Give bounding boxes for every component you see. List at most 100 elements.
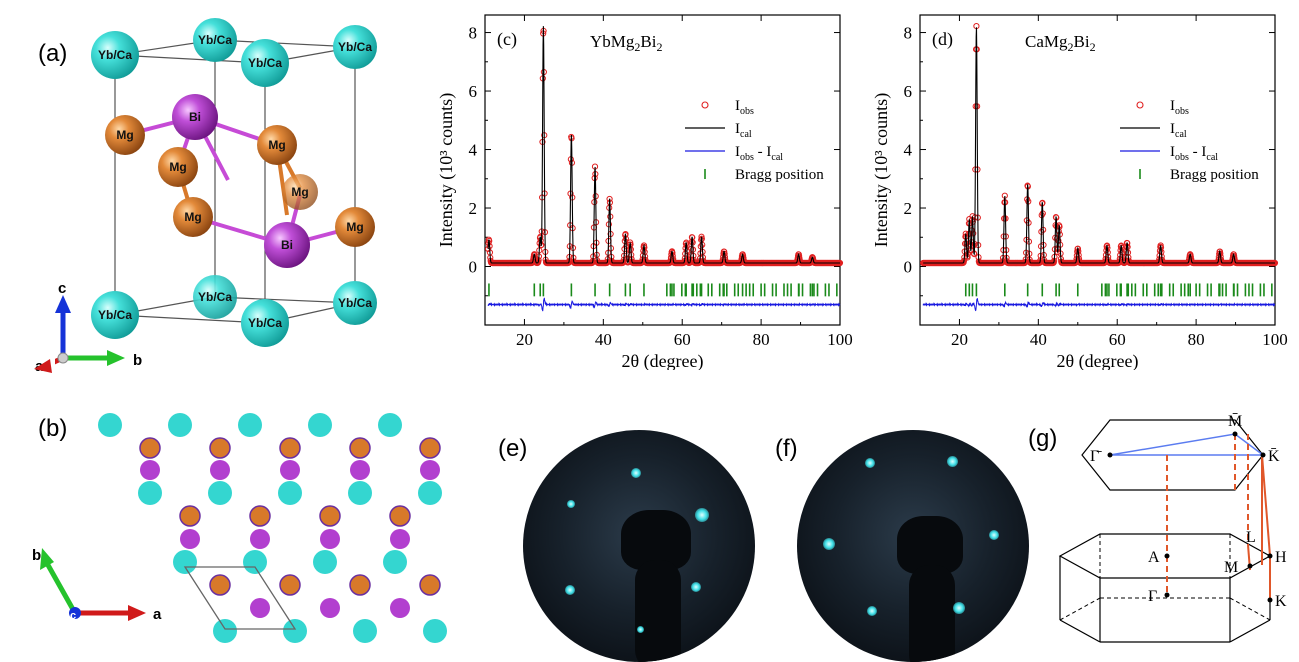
atom-yb-ca [243,550,267,574]
label-gamma-bar: Γ̄ [1090,448,1102,465]
calculated-line [487,26,840,264]
svg-text:c: c [70,610,76,622]
x-tick-label: 20 [516,330,533,349]
svg-text:Mg: Mg [268,138,285,152]
leed-pattern-f [797,430,1029,662]
plot-frame [484,14,841,326]
diffraction-spot [695,508,709,522]
y-tick-label: 6 [469,82,478,101]
svg-text:Bi: Bi [281,238,293,252]
atom-yb-ca [173,550,197,574]
x-tick-label: 100 [1262,330,1288,349]
atom-mg [279,437,301,459]
atom-mg [419,437,441,459]
atom-bi [250,529,270,549]
sample-holder-shadow [897,516,963,574]
atom-yb-ca-back-top-right: Yb/Ca [333,25,377,69]
axes-triad-a-b-c: c b [55,280,142,369]
panel-label-a: (a) [38,40,68,67]
diffraction-spot [567,500,575,508]
y-tick-label: 8 [469,24,478,43]
panel-label-f: (f) [775,435,798,462]
atom-yb-ca [353,619,377,643]
label-m: M [1224,559,1238,576]
panel-label-d: (d) [932,29,953,50]
axes-triad-top-view: b a c [32,547,162,623]
crystal-structure-top-view: b a c [32,413,447,643]
atom-yb-ca [278,481,302,505]
sample-holder-stem [635,560,681,662]
y-tick-label: 4 [904,141,913,160]
atom-mg [279,574,301,596]
svg-text:Mg: Mg [184,210,201,224]
xrd-chart-ybmg2bi2: 20 40 60 80 100 0 2 4 6 8 2θ (degree) Intensity (10… [436,14,853,370]
legend-label-bragg: Bragg position [735,167,824,183]
atom-bi [210,460,230,480]
atom-yb-ca-front-bottom: Yb/Ca [241,299,289,347]
atom-yb-ca [418,481,442,505]
svg-text:Yb/Ca: Yb/Ca [198,33,232,47]
atom-yb-ca-front-top-left: Yb/Ca [91,31,139,79]
label-l: L [1246,529,1256,546]
svg-text:Yb/Ca: Yb/Ca [248,316,282,330]
plot-frame [919,14,1276,326]
brillouin-zone-diagram: Γ̄ M̄ K̄ L H A M Γ K [1058,413,1287,643]
atom-mg-left: Mg [105,115,145,155]
atom-bi [350,460,370,480]
compound-label: CaMg2Bi2 [1025,32,1096,54]
atom-mg [349,574,371,596]
diffraction-spot [947,456,958,467]
legend-marker-obs [1136,101,1144,109]
label-k: K [1275,593,1287,610]
svg-text:b: b [32,547,41,564]
atom-yb-ca [348,481,372,505]
atom-mg [209,574,231,596]
difference-line [922,298,1276,312]
svg-text:Yb/Ca: Yb/Ca [98,308,132,322]
panel-label-c: (c) [497,29,517,50]
label-a: A [1148,549,1160,566]
atom-yb-ca-back-bottom-right: Yb/Ca [333,281,377,325]
diffraction-spot [691,582,701,592]
x-axis-label: 2θ (degree) [1056,351,1138,370]
svg-text:Yb/Ca: Yb/Ca [338,40,372,54]
atom-yb-ca [283,619,307,643]
svg-text:Yb/Ca: Yb/Ca [198,290,232,304]
atom-yb-ca [378,413,402,437]
atom-bi-lower: Bi [264,222,310,268]
y-tick-label: 0 [469,258,478,277]
y-tick-label: 2 [904,199,913,218]
atom-yb-ca [213,619,237,643]
legend-label-cal: Ical [735,121,752,140]
y-axis-label: Intensity (10³ counts) [871,93,892,247]
xrd-chart-camg2bi2: 20 40 60 80 100 0 2 4 6 8 2θ (degree) Intensity (10… [871,14,1288,370]
legend-marker-obs [701,101,709,109]
svg-text:a: a [153,606,162,623]
panel-label-b: (b) [38,415,68,442]
legend-label-diff: Iobs - Ical [1170,144,1218,163]
legend-label-cal: Ical [1170,121,1187,140]
atom-bi [390,529,410,549]
atom-yb-ca [308,413,332,437]
atom-mg-back: Mg [282,174,318,210]
atom-yb-ca [168,413,192,437]
atom-mg-upper-right: Mg [257,125,297,165]
atom-yb-ca [313,550,337,574]
diffraction-spot [823,538,835,550]
x-tick-label: 80 [1188,330,1205,349]
diffraction-spot [953,602,965,614]
atom-bi [320,529,340,549]
atom-mg [389,505,411,527]
atom-yb-ca [98,413,122,437]
atom-yb-ca [138,481,162,505]
x-tick-label: 60 [674,330,691,349]
x-tick-label: 40 [1030,330,1047,349]
atom-mg [139,437,161,459]
svg-text:Mg: Mg [169,160,186,174]
axis-a-arrow [34,359,52,373]
atom-bi [320,598,340,618]
legend-label-obs: Iobs [1170,98,1189,117]
y-tick-label: 8 [904,24,913,43]
label-h: H [1275,549,1287,566]
diffraction-spot [865,458,875,468]
